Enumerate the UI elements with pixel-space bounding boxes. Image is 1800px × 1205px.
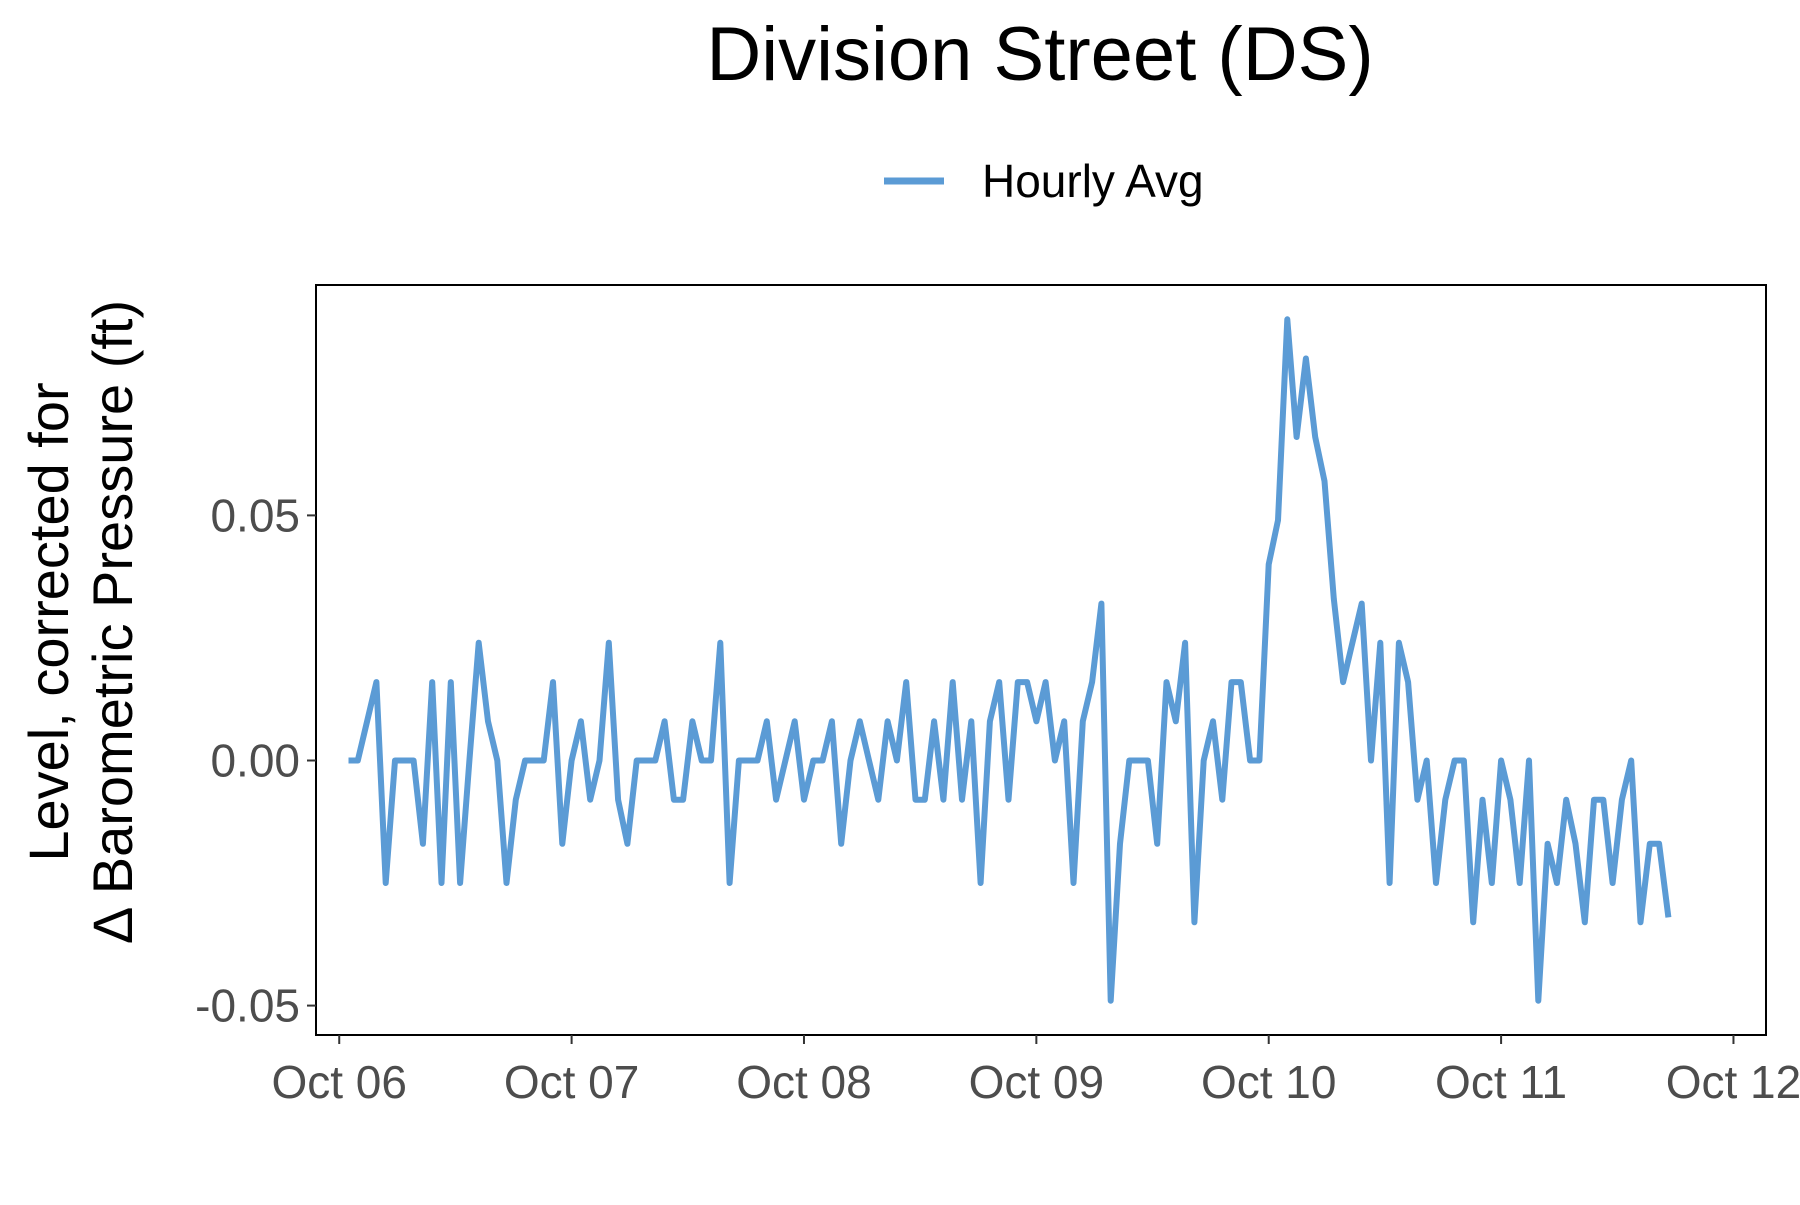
series-line-hourly-avg [348,316,1672,1004]
chart-title: Division Street (DS) [706,12,1373,97]
legend-label-hourly-avg: Hourly Avg [982,155,1204,207]
x-axis-ticks: Oct 06 Oct 07 Oct 08 Oct 09 Oct 10 Oct 11 Oct … [271,1035,1800,1108]
x-tick-label: Oct 11 [1435,1056,1567,1108]
y-tick-label: -0.05 [195,980,300,1032]
y-axis-label-line-1: Level, corrected for [17,382,80,861]
y-axis-label: Level, corrected for Δ Barometric Pressu… [17,300,144,944]
plot-panel-border [315,284,1767,1036]
y-tick-label: 0.05 [210,489,300,541]
x-tick-label: Oct 10 [1201,1056,1337,1108]
y-axis-label-line-2: Δ Barometric Pressure (ft) [81,300,144,944]
legend: Hourly Avg [884,155,1204,207]
x-tick-label: Oct 06 [271,1056,407,1108]
x-tick-label: Oct 08 [736,1056,872,1108]
x-tick-label: Oct 12 [1666,1056,1800,1108]
y-axis-ticks: -0.05 0.00 0.05 [195,489,316,1032]
y-tick-label: 0.00 [210,734,300,786]
x-tick-label: Oct 07 [504,1056,640,1108]
series-layer [348,316,1672,1004]
x-tick-label: Oct 09 [969,1056,1105,1108]
